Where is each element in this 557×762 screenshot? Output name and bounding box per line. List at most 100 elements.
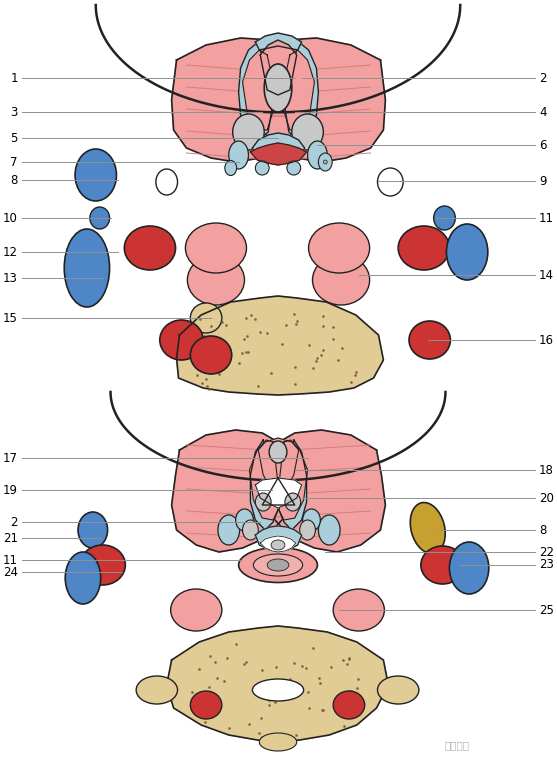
Polygon shape xyxy=(260,40,297,95)
Text: 2: 2 xyxy=(539,72,546,85)
Ellipse shape xyxy=(65,552,101,604)
Polygon shape xyxy=(283,50,315,130)
Ellipse shape xyxy=(156,169,178,195)
Text: 13: 13 xyxy=(3,271,18,284)
Text: 16: 16 xyxy=(539,334,554,347)
Ellipse shape xyxy=(449,542,489,594)
Text: 4: 4 xyxy=(539,105,546,119)
Ellipse shape xyxy=(252,679,304,701)
Ellipse shape xyxy=(269,441,287,463)
Ellipse shape xyxy=(333,589,384,631)
Ellipse shape xyxy=(271,540,285,550)
Text: 14: 14 xyxy=(539,268,554,281)
Polygon shape xyxy=(258,438,299,495)
Text: 5: 5 xyxy=(11,132,18,145)
Polygon shape xyxy=(278,440,307,520)
Ellipse shape xyxy=(292,114,323,150)
Polygon shape xyxy=(252,38,385,162)
Ellipse shape xyxy=(136,676,178,704)
Polygon shape xyxy=(260,536,296,552)
Polygon shape xyxy=(285,42,319,140)
Ellipse shape xyxy=(319,153,332,171)
Text: 18: 18 xyxy=(539,463,554,476)
Ellipse shape xyxy=(398,226,449,270)
Ellipse shape xyxy=(170,589,222,631)
Ellipse shape xyxy=(409,321,451,359)
Ellipse shape xyxy=(255,493,271,511)
Text: 2: 2 xyxy=(11,516,18,529)
Text: 3: 3 xyxy=(11,105,18,119)
Text: 8: 8 xyxy=(11,174,18,187)
Ellipse shape xyxy=(253,554,302,576)
Ellipse shape xyxy=(78,512,108,548)
Text: 9: 9 xyxy=(539,174,546,187)
Ellipse shape xyxy=(309,223,370,273)
Ellipse shape xyxy=(302,509,320,531)
Ellipse shape xyxy=(323,160,328,164)
Ellipse shape xyxy=(238,548,317,582)
Ellipse shape xyxy=(378,676,419,704)
Ellipse shape xyxy=(242,520,258,540)
Ellipse shape xyxy=(236,509,253,531)
Ellipse shape xyxy=(75,149,116,201)
Text: 11: 11 xyxy=(3,553,18,566)
Text: 12: 12 xyxy=(3,245,18,258)
Ellipse shape xyxy=(260,733,297,751)
Polygon shape xyxy=(255,33,302,50)
Text: 21: 21 xyxy=(3,532,18,545)
Polygon shape xyxy=(251,143,306,165)
Ellipse shape xyxy=(190,336,232,374)
Ellipse shape xyxy=(190,691,222,719)
Ellipse shape xyxy=(411,502,445,553)
Ellipse shape xyxy=(267,559,289,571)
Ellipse shape xyxy=(300,520,315,540)
Text: 7: 7 xyxy=(11,155,18,168)
Text: 22: 22 xyxy=(539,546,554,559)
Text: 8: 8 xyxy=(539,523,546,536)
Ellipse shape xyxy=(187,255,245,305)
Ellipse shape xyxy=(225,161,237,175)
Ellipse shape xyxy=(229,141,248,169)
Ellipse shape xyxy=(218,515,240,545)
Polygon shape xyxy=(238,42,272,140)
Ellipse shape xyxy=(90,207,110,229)
Polygon shape xyxy=(250,440,279,520)
Text: 1: 1 xyxy=(11,72,18,85)
Ellipse shape xyxy=(312,255,370,305)
Ellipse shape xyxy=(319,515,340,545)
Ellipse shape xyxy=(190,303,222,333)
Ellipse shape xyxy=(447,224,488,280)
Ellipse shape xyxy=(421,546,464,584)
Ellipse shape xyxy=(287,161,301,175)
Polygon shape xyxy=(172,430,295,552)
Ellipse shape xyxy=(333,691,365,719)
Polygon shape xyxy=(252,133,305,163)
Text: 25: 25 xyxy=(539,604,554,616)
Ellipse shape xyxy=(255,161,269,175)
Ellipse shape xyxy=(160,320,203,360)
Text: 11: 11 xyxy=(539,212,554,225)
Ellipse shape xyxy=(124,226,175,270)
Polygon shape xyxy=(172,38,305,162)
Polygon shape xyxy=(242,50,274,130)
Polygon shape xyxy=(251,440,278,530)
Text: 24: 24 xyxy=(3,565,18,578)
Ellipse shape xyxy=(285,493,301,511)
Ellipse shape xyxy=(64,229,110,307)
Polygon shape xyxy=(279,440,306,530)
Text: 19: 19 xyxy=(3,484,18,497)
Polygon shape xyxy=(262,430,385,552)
Ellipse shape xyxy=(264,64,292,112)
Text: 15: 15 xyxy=(3,312,18,325)
Polygon shape xyxy=(255,478,302,508)
Text: 熊猫放射: 熊猫放射 xyxy=(445,740,470,750)
Ellipse shape xyxy=(307,141,328,169)
Text: 6: 6 xyxy=(539,139,546,152)
Ellipse shape xyxy=(434,206,455,230)
Text: 20: 20 xyxy=(539,491,554,504)
Ellipse shape xyxy=(378,168,403,196)
Text: 23: 23 xyxy=(539,559,554,572)
Polygon shape xyxy=(255,526,302,552)
Text: 17: 17 xyxy=(3,452,18,465)
Polygon shape xyxy=(167,626,388,742)
